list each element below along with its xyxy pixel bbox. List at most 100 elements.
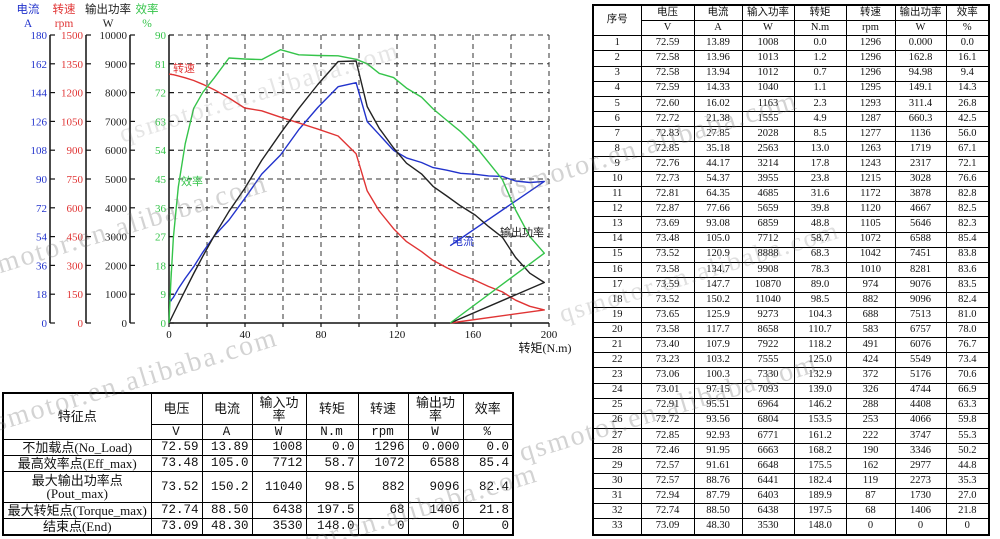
cell: 4408 xyxy=(894,397,947,414)
cell: 5176 xyxy=(894,367,947,384)
cell: 13.89 xyxy=(201,439,253,457)
cell: 197.5 xyxy=(305,501,359,519)
cell: 72.57 xyxy=(640,457,695,475)
cell: 146.2 xyxy=(793,397,847,414)
cell: 1.1 xyxy=(793,80,847,97)
col-header: 转矩 xyxy=(305,392,359,425)
col-header-index: 序号 xyxy=(592,4,642,37)
cell: 39.8 xyxy=(793,201,847,218)
motor-performance-chart: 0 18 36 54 72 90 108 126 144 162 180 电流 A 0 150 300 450 6… xyxy=(0,0,590,385)
col-unit: W xyxy=(251,423,307,441)
cell: 1040 xyxy=(741,80,795,97)
cell: 73.23 xyxy=(640,352,695,369)
cell: 168.2 xyxy=(793,442,847,459)
cell: 73.40 xyxy=(640,337,695,354)
cell: 9 xyxy=(592,156,642,173)
characteristics-table: 特征点 电压 电流 输入功率 转矩 转速 输出功率 效率 V A W N.m rpm W% 不加载点(No_… xyxy=(2,392,514,536)
cell: 55.3 xyxy=(945,427,990,444)
cell: 2977 xyxy=(894,457,947,475)
axis-title: 输出功率 xyxy=(85,2,131,16)
cell: 1730 xyxy=(894,488,947,505)
cell: 15 xyxy=(592,246,642,263)
cell: 3878 xyxy=(894,186,947,203)
cell: 125.0 xyxy=(793,352,847,369)
cell: 31.6 xyxy=(793,186,847,203)
cell: 73.06 xyxy=(640,367,695,384)
cell: 72.59 xyxy=(150,439,203,457)
cell: 85.4 xyxy=(462,455,514,473)
cell: 73.01 xyxy=(640,382,695,399)
cell: 83.6 xyxy=(945,261,990,278)
cell: 81.0 xyxy=(945,307,990,324)
cell: 0.000 xyxy=(894,35,947,52)
table-row: 17 73.59 147.7 10870 89.0 974 9076 83.5 xyxy=(592,276,990,293)
cell: 6 xyxy=(592,110,642,127)
cell: 98.5 xyxy=(305,471,359,503)
y-tick-label: 63 xyxy=(155,116,167,128)
cell: 253 xyxy=(845,412,896,429)
cell: 30 xyxy=(592,473,642,490)
cell: 1215 xyxy=(845,171,896,188)
cell: 48.30 xyxy=(693,518,743,536)
y-tick-label: 180 xyxy=(31,30,48,42)
y-tick-label: 8000 xyxy=(105,88,128,100)
cell: 1.2 xyxy=(793,50,847,67)
cell: 73.58 xyxy=(640,261,695,278)
cell: 27 xyxy=(592,427,642,444)
cell: 1263 xyxy=(845,140,896,158)
cell: 110.7 xyxy=(793,322,847,339)
table-row: 28 72.46 91.95 6663 168.2 190 3346 50.2 xyxy=(592,442,990,459)
cell: 82.8 xyxy=(945,186,990,203)
cell: 9273 xyxy=(741,307,795,324)
cell: 11040 xyxy=(251,471,307,503)
axis-unit: % xyxy=(142,18,152,30)
cell: 14.3 xyxy=(945,80,990,97)
cell: 2317 xyxy=(894,156,947,173)
cell: 1172 xyxy=(845,186,896,203)
table-row: 27 72.85 92.93 6771 161.2 222 3747 55.3 xyxy=(592,427,990,444)
cell: 150.2 xyxy=(201,471,253,503)
table-row: 最大转矩点(Torque_max) 72.74 88.50 6438 197.5 68 14… xyxy=(2,501,514,519)
cell: 56.0 xyxy=(945,125,990,143)
table-row: 结束点(End) 73.09 48.30 3530 148.0 0 0 0 xyxy=(2,517,514,536)
cell: 26 xyxy=(592,412,642,429)
cell: 22 xyxy=(592,352,642,369)
col-unit: W xyxy=(407,423,464,441)
col-header: 输出功率 xyxy=(407,392,464,425)
cell: 72.59 xyxy=(640,80,695,97)
cell: 5646 xyxy=(894,216,947,233)
cell: 0 xyxy=(407,517,464,536)
readings-table: 序号 电压 电流 输入功率 转矩 转速 输出功率 效率 V A W N.m rpm W% 1 72.59 13.… xyxy=(592,4,990,536)
cell: 97.15 xyxy=(693,382,743,399)
cell: 50.2 xyxy=(945,442,990,459)
cell: 11040 xyxy=(741,291,795,309)
y-tick-label: 90 xyxy=(155,30,167,42)
y-tick-label: 1200 xyxy=(61,88,84,100)
table-row: 2 72.58 13.96 1013 1.2 1296 162.8 16.1 xyxy=(592,50,990,67)
y-tick-label: 1050 xyxy=(61,116,84,128)
cell: 1296 xyxy=(845,65,896,82)
cell: 1277 xyxy=(845,125,896,143)
cell: 72.76 xyxy=(640,156,695,173)
col-header: 转矩 xyxy=(793,4,847,22)
y-tick-label: 90 xyxy=(36,174,48,186)
cell: 95.51 xyxy=(693,397,743,414)
cell: 161.2 xyxy=(793,427,847,444)
feature-label: 最高效率点(Eff_max) xyxy=(2,455,152,473)
cell: 491 xyxy=(845,337,896,354)
cell: 11 xyxy=(592,186,642,203)
cell: 48.30 xyxy=(201,517,253,536)
cell: 6441 xyxy=(741,473,795,490)
y-tick-label: 750 xyxy=(67,174,84,186)
cell: 29 xyxy=(592,457,642,475)
y-tick-label: 27 xyxy=(155,232,167,244)
cell: 59.8 xyxy=(945,412,990,429)
cell: 3214 xyxy=(741,156,795,173)
cell: 14 xyxy=(592,231,642,248)
cell: 73.59 xyxy=(640,276,695,293)
cell: 35.3 xyxy=(945,473,990,490)
cell: 1719 xyxy=(894,140,947,158)
col-unit: V xyxy=(150,423,203,441)
cell: 288 xyxy=(845,397,896,414)
